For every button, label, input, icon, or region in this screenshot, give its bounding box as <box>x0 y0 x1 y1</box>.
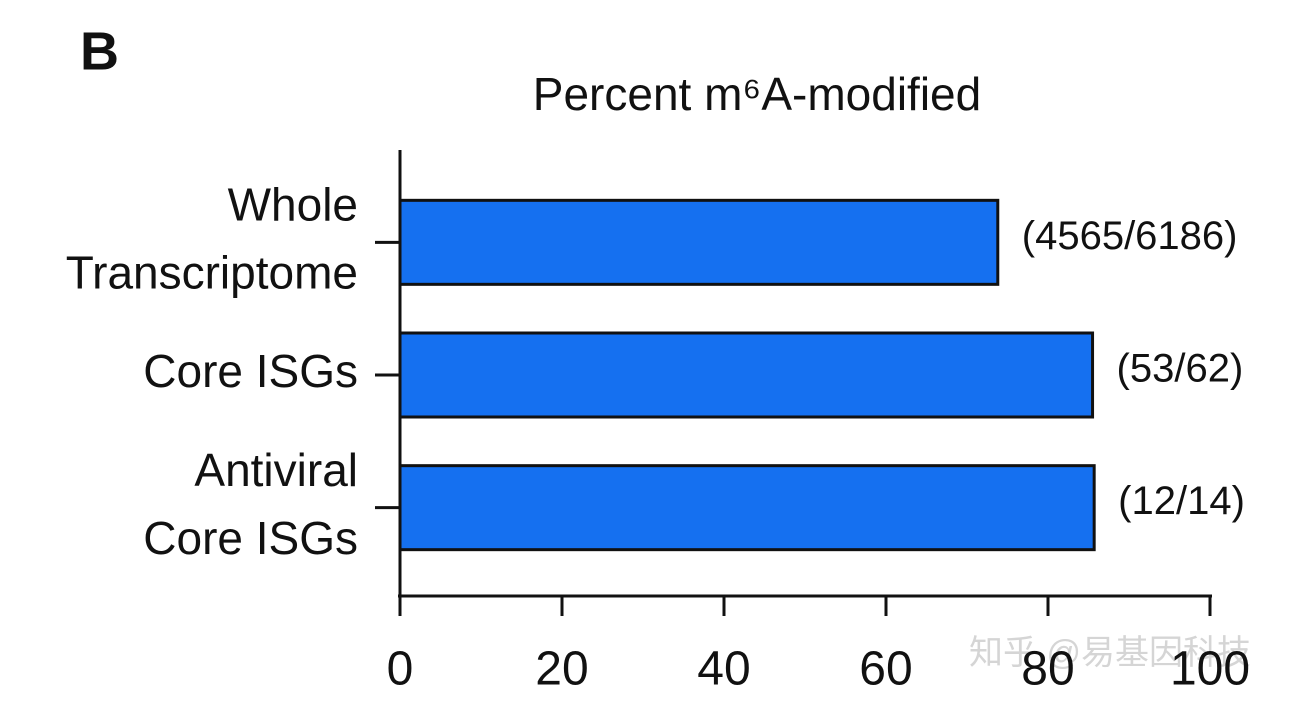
x-tick-label: 20 <box>535 643 588 696</box>
value-label: (12/14) <box>1118 479 1245 523</box>
x-tick-label: 60 <box>859 643 912 696</box>
bar <box>398 331 1095 419</box>
panel-label: B <box>80 21 119 81</box>
y-tick-label: Transcriptome <box>66 246 358 298</box>
chart-title: Percent m⁶A-modified <box>533 68 981 120</box>
y-tick-label: Whole <box>228 178 358 230</box>
x-tick-label: 40 <box>697 643 750 696</box>
bar <box>398 198 1000 286</box>
x-tick-label: 0 <box>387 643 414 696</box>
value-label: (4565/6186) <box>1022 214 1238 258</box>
y-tick-label: Antiviral <box>194 444 358 496</box>
bar <box>398 464 1096 552</box>
value-label: (53/62) <box>1117 347 1244 391</box>
watermark: 知乎 @易基因科技 <box>969 634 1251 672</box>
y-tick-label: Core ISGs <box>143 512 358 564</box>
x-tick-label: 100 <box>1170 643 1250 696</box>
y-tick-label: Core ISGs <box>143 345 358 397</box>
x-tick-label: 80 <box>1021 643 1074 696</box>
